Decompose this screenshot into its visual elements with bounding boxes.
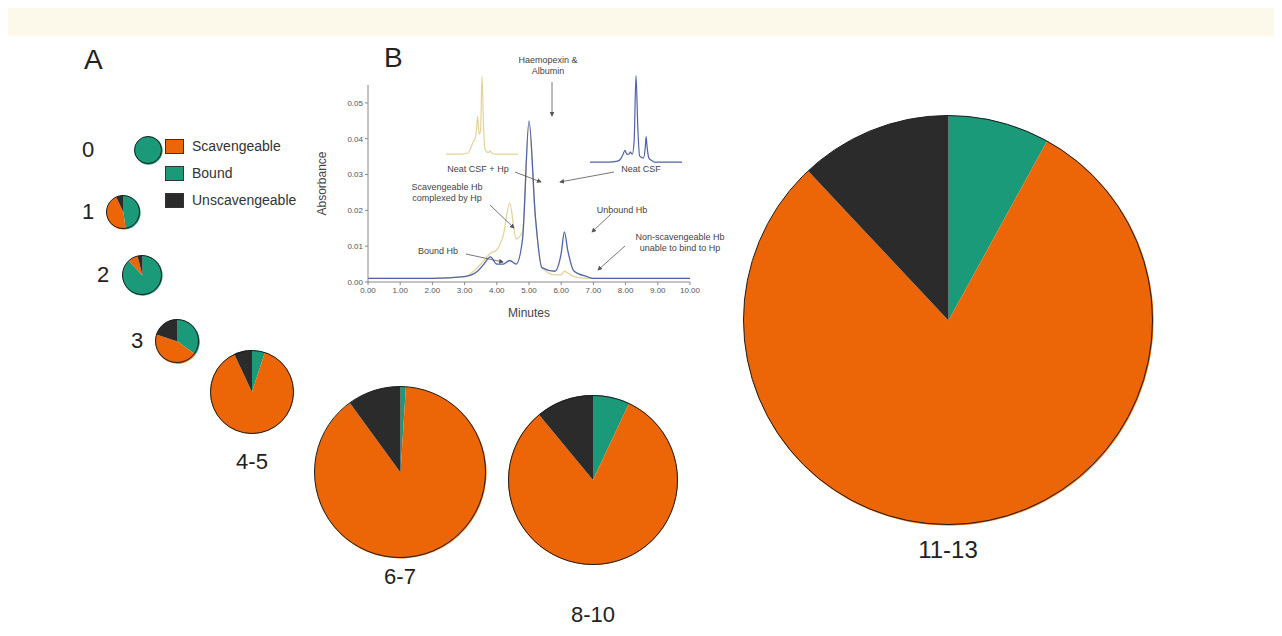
- html-text:11-13: 11-13: [918, 535, 978, 563]
- svg-text:Minutes: Minutes: [508, 306, 550, 317]
- svg-text:9.00: 9.00: [650, 286, 666, 295]
- svg-text:7.00: 7.00: [586, 286, 602, 295]
- html-text:4-5: 4-5: [236, 448, 268, 474]
- svg-text:1.00: 1.00: [392, 286, 408, 295]
- svg-text:0.04: 0.04: [347, 135, 363, 144]
- svg-text:0.00: 0.00: [347, 278, 363, 287]
- svg-text:6.00: 6.00: [553, 286, 569, 295]
- html-text:Neat CSF: Neat CSF: [621, 164, 661, 174]
- svg-text:10.00: 10.00: [680, 286, 700, 295]
- svg-text:0.02: 0.02: [347, 206, 363, 215]
- svg-text:0.00: 0.00: [360, 286, 376, 295]
- html-text:0: 0: [81, 136, 95, 162]
- html-text:Non-scavengeable Hb unable to: Non-scavengeable Hb unable to bind to Hp: [635, 232, 725, 253]
- html-text:6-7: 6-7: [384, 563, 416, 589]
- html-text:Neat CSF + Hp: Neat CSF + Hp: [447, 164, 509, 174]
- svg-text:5.00: 5.00: [521, 286, 537, 295]
- html-text:Bound Hb: Bound Hb: [418, 246, 458, 256]
- svg-text:8.00: 8.00: [618, 286, 634, 295]
- html-text:Haemopexin & Albumin: Haemopexin & Albumin: [518, 55, 578, 76]
- html-text:1: 1: [81, 198, 95, 224]
- html-text:A: A: [84, 44, 103, 75]
- svg-text:0.01: 0.01: [347, 242, 363, 251]
- html-text:Bound: Bound: [192, 165, 233, 181]
- svg-text:Absorbance: Absorbance: [315, 151, 329, 215]
- html-text:Scavengeable Hb complexed by H: Scavengeable Hb complexed by Hp: [411, 182, 483, 203]
- svg-text:2.00: 2.00: [425, 286, 441, 295]
- svg-text:0.05: 0.05: [347, 99, 363, 108]
- html-text:2: 2: [96, 261, 110, 287]
- html-text:Scavengeable: Scavengeable: [192, 138, 281, 154]
- html-text:Unscavengeable: Unscavengeable: [192, 192, 297, 208]
- svg-text:0.03: 0.03: [347, 170, 363, 179]
- svg-text:3.00: 3.00: [457, 286, 473, 295]
- svg-text:4.00: 4.00: [489, 286, 505, 295]
- html-text:Unbound Hb: Unbound Hb: [596, 205, 648, 215]
- html-text:B: B: [384, 42, 403, 73]
- html-text:3: 3: [130, 327, 144, 353]
- html-text:8-10: 8-10: [571, 601, 615, 627]
